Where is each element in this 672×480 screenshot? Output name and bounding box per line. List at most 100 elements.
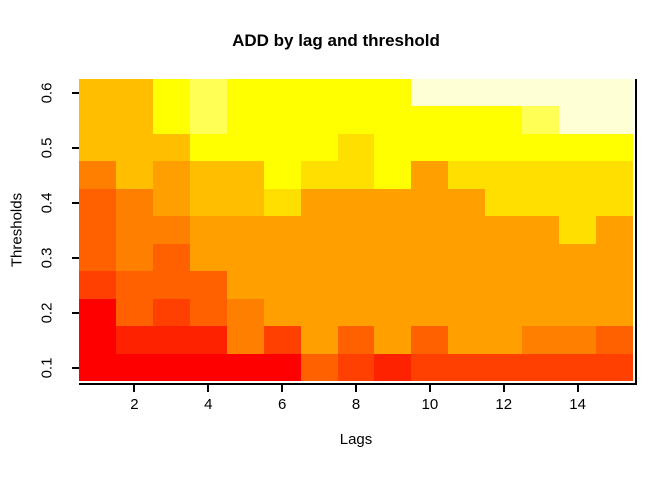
y-axis-tick <box>72 257 79 260</box>
heatmap-cell <box>152 271 190 299</box>
heatmap-cell <box>115 133 153 162</box>
heatmap-cell <box>226 298 264 327</box>
y-axis-tick-label: 0.4 <box>38 192 56 214</box>
x-axis-tick-label: 14 <box>569 396 586 413</box>
heatmap-cell <box>596 243 633 272</box>
heatmap-cell <box>411 216 449 244</box>
y-axis-tick-label: 0.5 <box>38 137 56 159</box>
heatmap-cell <box>79 133 116 162</box>
heatmap-cell <box>189 161 227 189</box>
y-axis-tick <box>72 91 79 94</box>
x-axis-tick <box>576 385 579 392</box>
heatmap-cell <box>559 243 597 272</box>
heatmap-cell <box>226 271 264 299</box>
heatmap-cell <box>374 133 412 162</box>
heatmap-cell <box>596 216 633 244</box>
heatmap-cell <box>115 271 153 299</box>
heatmap-cell <box>189 353 227 381</box>
heatmap-cell <box>374 326 412 354</box>
heatmap-cell <box>189 298 227 327</box>
heatmap-cell <box>300 216 338 244</box>
heatmap-cell <box>115 188 153 217</box>
heatmap-cell <box>559 216 597 244</box>
heatmap-cell <box>115 216 153 244</box>
y-axis-tick <box>72 146 79 149</box>
heatmap-cell <box>485 106 523 134</box>
heatmap-cell <box>337 79 375 107</box>
x-axis-tick-label: 6 <box>277 396 287 413</box>
heatmap-cell <box>448 216 486 244</box>
heatmap-cell <box>596 133 633 162</box>
heatmap-cell <box>485 243 523 272</box>
heatmap-cell <box>152 216 190 244</box>
heatmap-cell <box>559 188 597 217</box>
heatmap-cell <box>411 298 449 327</box>
heatmap-cell <box>559 106 597 134</box>
heatmap-cell <box>300 161 338 189</box>
heatmap-cell <box>374 79 412 107</box>
y-axis-tick-label: 0.6 <box>38 82 56 104</box>
heatmap-cell <box>152 79 190 107</box>
heatmap-cell <box>189 133 227 162</box>
heatmap-cell <box>300 133 338 162</box>
heatmap-cell <box>263 353 301 381</box>
y-axis-tick-label: 0.3 <box>38 247 56 269</box>
heatmap-cell <box>337 216 375 244</box>
heatmap-cell <box>448 353 486 381</box>
heatmap-cell <box>226 353 264 381</box>
heatmap-cell <box>337 298 375 327</box>
heatmap-grid <box>79 79 633 381</box>
heatmap-cell <box>115 298 153 327</box>
x-axis-title: Lags <box>339 431 373 448</box>
x-axis-tick-label: 2 <box>130 396 139 413</box>
heatmap-cell <box>337 133 375 162</box>
heatmap-cell <box>79 326 116 354</box>
x-axis-tick <box>207 385 210 392</box>
heatmap-cell <box>152 133 190 162</box>
heatmap-cell <box>522 271 560 299</box>
x-axis-tick-label: 10 <box>421 396 439 413</box>
heatmap-cell <box>300 271 338 299</box>
heatmap-cell <box>596 188 633 217</box>
heatmap-cell <box>79 161 116 189</box>
x-axis-tick <box>428 385 431 392</box>
heatmap-cell <box>226 188 264 217</box>
heatmap-cell <box>596 271 633 299</box>
heatmap-cell <box>411 243 449 272</box>
heatmap-cell <box>263 298 301 327</box>
heatmap-cell <box>596 79 633 107</box>
heatmap-cell <box>337 326 375 354</box>
heatmap-cell <box>448 161 486 189</box>
heatmap-cell <box>448 271 486 299</box>
heatmap-cell <box>79 79 116 107</box>
heatmap-cell <box>300 326 338 354</box>
x-axis-tick <box>502 385 505 392</box>
y-axis-tick <box>72 201 79 204</box>
heatmap-cell <box>189 79 227 107</box>
heatmap-cell <box>337 243 375 272</box>
heatmap-cell <box>411 271 449 299</box>
heatmap-cell <box>226 326 264 354</box>
x-axis-tick <box>281 385 284 392</box>
heatmap-cell <box>448 188 486 217</box>
heatmap-cell <box>189 243 227 272</box>
heatmap-cell <box>596 353 633 381</box>
heatmap-cell <box>559 271 597 299</box>
heatmap-cell <box>559 326 597 354</box>
heatmap-cell <box>374 271 412 299</box>
x-axis-tick <box>355 385 357 392</box>
heatmap-cell <box>411 161 449 189</box>
heatmap-cell <box>115 79 153 107</box>
heatmap-cell <box>152 353 190 381</box>
heatmap-cell <box>374 188 412 217</box>
heatmap-cell <box>189 188 227 217</box>
heatmap-cell <box>596 106 633 134</box>
heatmap-cell <box>226 243 264 272</box>
heatmap-cell <box>152 243 190 272</box>
heatmap-cell <box>411 188 449 217</box>
heatmap-cell <box>152 106 190 134</box>
heatmap-cell <box>263 161 301 189</box>
chart-title: ADD by lag and threshold <box>232 31 440 50</box>
y-axis-tick <box>72 367 79 370</box>
x-axis-tick-label: 8 <box>351 396 361 413</box>
